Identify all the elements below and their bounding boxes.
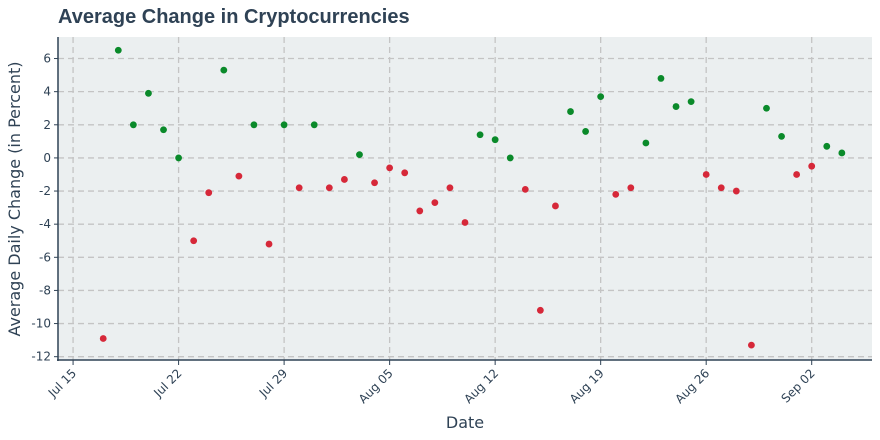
y-tick-label: 2 — [43, 118, 51, 132]
data-point — [582, 128, 589, 135]
data-point — [748, 341, 755, 349]
y-tick-label: -8 — [39, 283, 51, 297]
data-point — [371, 179, 378, 187]
data-point — [175, 154, 182, 162]
data-point — [672, 103, 680, 110]
data-point — [220, 66, 228, 74]
data-point — [808, 162, 816, 170]
data-point — [129, 121, 137, 129]
data-point — [356, 151, 363, 159]
data-point — [536, 306, 544, 314]
data-point — [386, 164, 394, 172]
data-point — [612, 190, 620, 198]
data-point — [235, 172, 243, 180]
x-tick-label: Sep 02 — [778, 366, 817, 405]
y-tick-label: -4 — [39, 217, 51, 231]
data-point — [763, 104, 770, 112]
data-point — [491, 136, 499, 144]
data-point — [657, 75, 665, 82]
data-point — [114, 46, 122, 54]
y-tick-label: -10 — [31, 317, 51, 331]
x-tick-label: Jul 22 — [150, 366, 184, 400]
x-axis-label: Date — [446, 413, 484, 432]
data-point — [597, 93, 605, 101]
data-point — [687, 98, 695, 105]
y-tick-label: 4 — [43, 85, 51, 99]
data-point — [838, 149, 846, 157]
data-point — [823, 142, 831, 150]
data-point — [506, 154, 514, 162]
data-point — [99, 335, 107, 342]
data-point — [250, 121, 258, 129]
data-point — [732, 187, 740, 195]
data-point — [431, 199, 439, 207]
data-point — [401, 169, 409, 177]
x-tick-label: Aug 05 — [356, 366, 396, 406]
y-tick-label: 0 — [43, 151, 51, 165]
data-point — [627, 184, 635, 192]
data-point — [205, 189, 213, 197]
x-tick-label: Aug 12 — [461, 366, 501, 406]
data-point — [190, 237, 198, 245]
x-tick-label: Aug 19 — [567, 366, 607, 406]
axes — [57, 37, 872, 361]
data-point — [416, 207, 424, 215]
data-point — [778, 132, 785, 140]
chart-title: Average Change in Cryptocurrencies — [58, 6, 410, 28]
x-tick-label: Aug 26 — [672, 366, 712, 406]
x-axis-ticks: Jul 15 Jul 22 Jul 29 Aug 05 Aug 12 Aug 19 Aug … — [45, 360, 818, 406]
data-point — [476, 131, 484, 139]
data-point — [642, 139, 650, 147]
data-points — [99, 46, 846, 349]
data-point — [280, 121, 288, 129]
y-tick-label: 6 — [43, 52, 51, 66]
data-point — [567, 108, 574, 115]
data-point — [160, 126, 167, 134]
data-point — [702, 171, 710, 178]
data-point — [295, 184, 303, 192]
data-point — [461, 219, 469, 226]
y-tick-label: -2 — [39, 184, 51, 198]
data-point — [145, 89, 152, 97]
plot-area — [58, 37, 872, 360]
y-axis-label: Average Daily Change (in Percent) — [5, 61, 24, 336]
y-tick-label: -6 — [39, 250, 51, 264]
data-point — [325, 184, 333, 192]
data-point — [552, 202, 559, 210]
data-point — [717, 184, 725, 192]
x-tick-label: Jul 15 — [45, 366, 79, 400]
data-point — [341, 176, 348, 183]
data-point — [446, 184, 454, 192]
y-tick-label: -12 — [31, 350, 51, 364]
y-axis-ticks: 6 4 2 0 -2 -4 -6 -8 -10 -12 — [31, 52, 58, 364]
data-point — [310, 121, 318, 129]
data-point — [521, 185, 529, 193]
data-point — [265, 240, 273, 248]
grid-lines — [58, 37, 872, 360]
data-point — [793, 171, 801, 178]
x-tick-label: Jul 29 — [256, 366, 290, 400]
